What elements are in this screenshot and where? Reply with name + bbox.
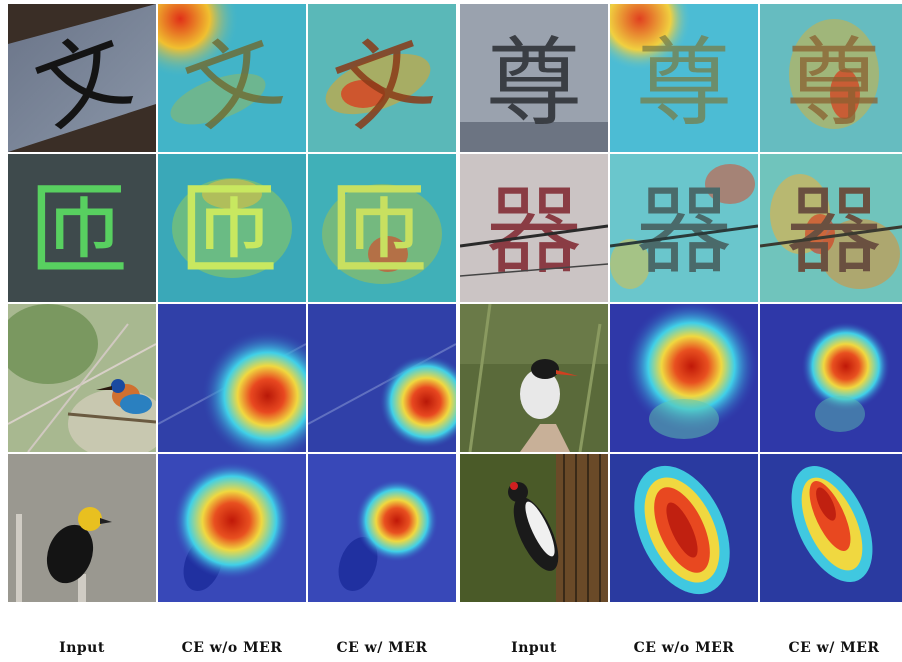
input-image-bird-blackbird xyxy=(8,454,156,602)
heatmap-bird-woodpecker-without-mer xyxy=(610,454,758,602)
image-grid: 文 文 文 尊 xyxy=(8,4,902,606)
heatmap-char-3-without-mer: 匝 xyxy=(158,154,306,302)
heatmap-char-4-with-mer: 器 xyxy=(760,154,902,302)
column-label-ce-with-mer-right: CE w/ MER xyxy=(788,640,880,656)
heatmap-char-1-without-mer: 文 xyxy=(158,4,306,152)
input-image-char-2: 尊 xyxy=(460,4,608,152)
svg-text:尊: 尊 xyxy=(786,27,882,139)
heatmap-bird-blackbird-with-mer xyxy=(308,454,456,602)
svg-text:匝: 匝 xyxy=(328,171,428,288)
input-image-char-3: 匝 xyxy=(8,154,156,302)
column-label-ce-with-mer-left: CE w/ MER xyxy=(336,640,428,656)
column-label-ce-without-mer-left: CE w/o MER xyxy=(181,640,283,656)
heatmap-char-3-with-mer: 匝 xyxy=(308,154,456,302)
heatmap-bird-kingfisher-with-mer xyxy=(308,304,456,452)
heatmap-char-2-with-mer: 尊 xyxy=(760,4,902,152)
heatmap-char-2-without-mer: 尊 xyxy=(610,4,758,152)
input-image-bird-woodpecker xyxy=(460,454,608,602)
input-image-bird-kingfisher xyxy=(8,304,156,452)
svg-text:匝: 匝 xyxy=(28,171,128,288)
column-labels: Input CE w/o MER CE w/ MER Input CE w/o … xyxy=(8,640,902,662)
column-label-input-right: Input xyxy=(511,640,557,656)
heatmap-char-4-without-mer: 器 xyxy=(610,154,758,302)
heatmap-bird-tern-with-mer xyxy=(760,304,902,452)
heatmap-bird-blackbird-without-mer xyxy=(158,454,306,602)
input-image-char-1: 文 xyxy=(8,4,156,152)
svg-text:尊: 尊 xyxy=(636,27,732,139)
column-label-ce-without-mer-right: CE w/o MER xyxy=(633,640,735,656)
column-label-input-left: Input xyxy=(59,640,105,656)
heatmap-char-1-with-mer: 文 xyxy=(308,4,456,152)
heatmap-bird-tern-without-mer xyxy=(610,304,758,452)
svg-text:匝: 匝 xyxy=(178,171,278,288)
svg-text:尊: 尊 xyxy=(486,27,582,139)
input-image-bird-tern xyxy=(460,304,608,452)
heatmap-bird-woodpecker-with-mer xyxy=(760,454,902,602)
input-image-char-4: 器 xyxy=(460,154,608,302)
heatmap-bird-kingfisher-without-mer xyxy=(158,304,306,452)
